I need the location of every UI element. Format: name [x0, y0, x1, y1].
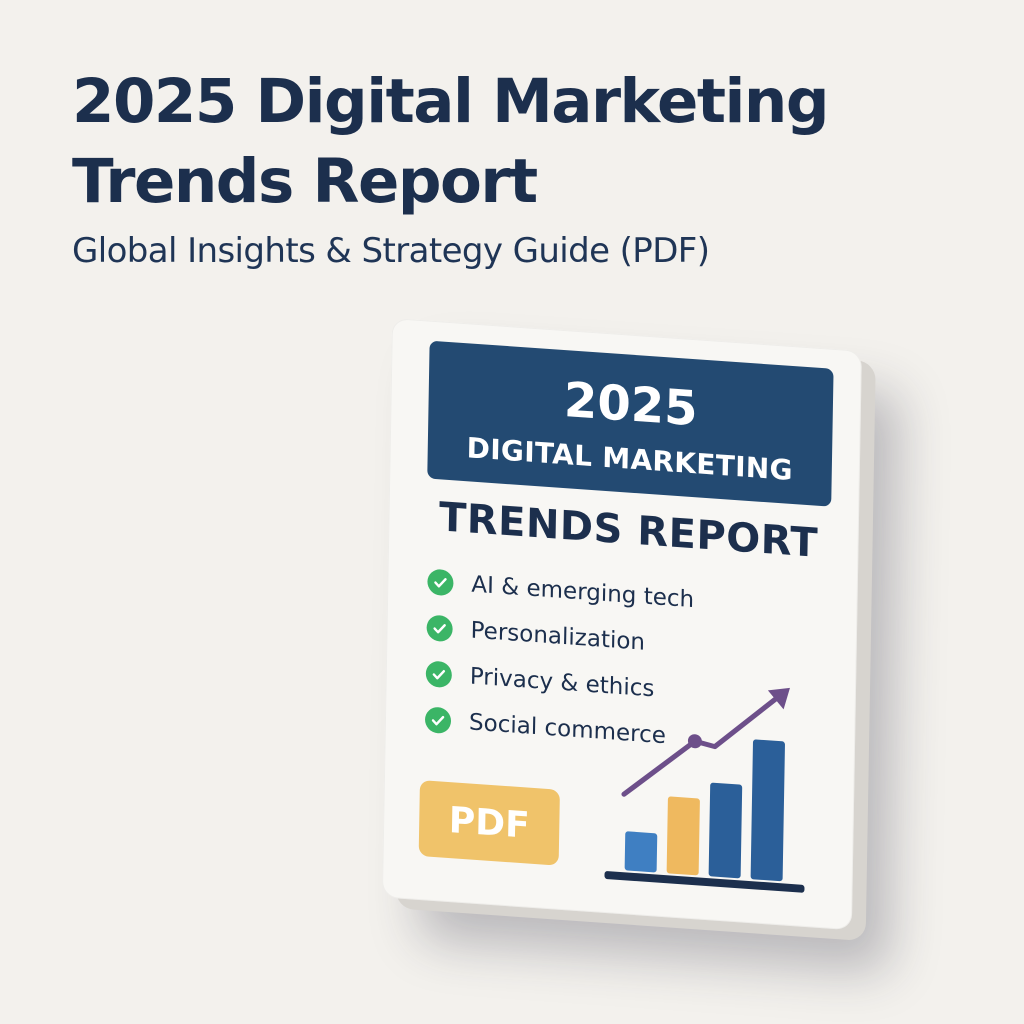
- check-circle-icon: [425, 660, 453, 689]
- checklist-item-label: AI & emerging tech: [471, 571, 695, 614]
- checklist-item-label: Personalization: [470, 617, 646, 656]
- checklist-item: Social commerce: [424, 696, 692, 761]
- chart-baseline: [604, 871, 805, 893]
- trend-point: [687, 734, 702, 749]
- page-subtitle: Global Insights & Strategy Guide (PDF): [72, 231, 710, 271]
- check-circle-icon: [424, 706, 452, 735]
- trend-line: [621, 696, 779, 797]
- chart-bar: [708, 782, 743, 879]
- cover-heading: TRENDS REPORT: [438, 494, 819, 567]
- page-title: 2025 Digital Marketing Trends Report: [72, 62, 972, 222]
- growth-chart-graphic: [604, 687, 805, 893]
- page-title-line2: Trends Report: [72, 146, 538, 217]
- page-title-line1: 2025 Digital Marketing: [72, 66, 830, 137]
- chart-bar: [666, 796, 700, 876]
- chart-bar: [624, 831, 658, 873]
- checklist-item: AI & emerging tech: [427, 559, 694, 624]
- cover-banner: 2025 DIGITAL MARKETING: [427, 340, 834, 507]
- pdf-badge: PDF: [418, 780, 560, 866]
- trend-arrow-icon: [767, 687, 790, 710]
- checklist-item: Privacy & ethics: [425, 650, 692, 715]
- checklist-item: Personalization: [426, 604, 693, 669]
- check-circle-icon: [426, 614, 453, 643]
- report-cover-card: 2025 DIGITAL MARKETING TRENDS REPORT AI …: [381, 318, 862, 931]
- check-circle-icon: [427, 568, 454, 597]
- chart-bar: [750, 739, 785, 882]
- cover-checklist: AI & emerging tech Personalization Priva…: [424, 559, 695, 761]
- report-cover-illustration: 2025 DIGITAL MARKETING TRENDS REPORT AI …: [381, 318, 876, 942]
